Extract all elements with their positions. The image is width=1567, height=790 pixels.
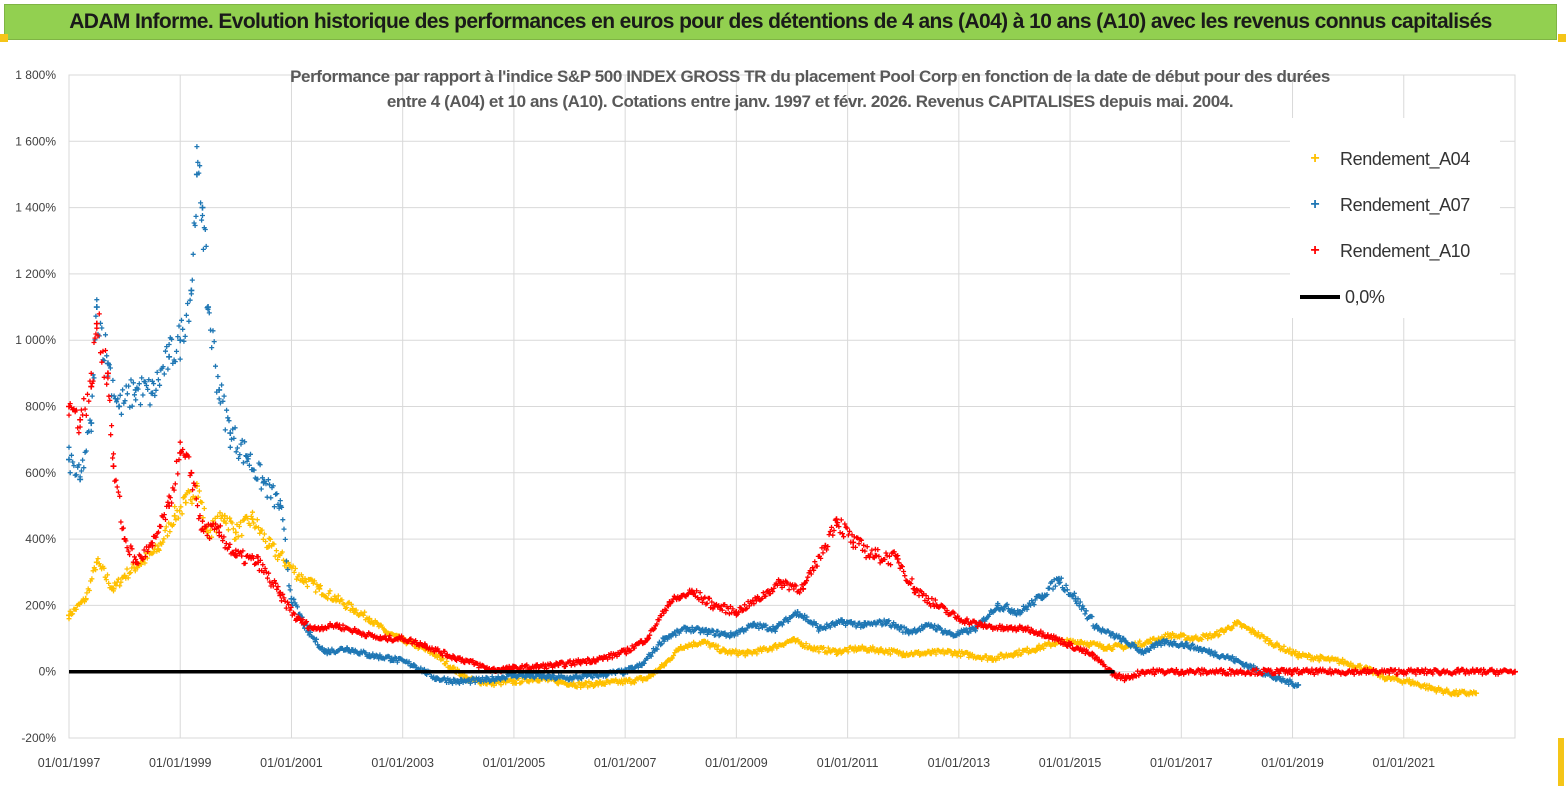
data-point [88, 383, 95, 390]
series-layer [66, 144, 1518, 698]
data-point [88, 420, 95, 427]
x-tick-label: 01/01/2021 [1372, 756, 1435, 770]
data-point [177, 449, 184, 456]
data-point [249, 516, 256, 523]
y-tick-label: 1 400% [15, 201, 56, 215]
data-point [104, 360, 111, 367]
x-tick-label: 01/01/2005 [483, 756, 546, 770]
y-tick-label: 0% [39, 665, 57, 679]
x-tick-label: 01/01/2007 [594, 756, 657, 770]
legend-item-a04: + Rendement_A04 [1290, 146, 1470, 172]
data-point [93, 320, 100, 327]
legend-line-zero [1300, 295, 1340, 299]
data-point [93, 304, 100, 311]
x-tick-label: 01/01/1997 [38, 756, 101, 770]
data-point [66, 456, 72, 463]
legend-item-a07: + Rendement_A07 [1290, 192, 1470, 218]
y-tick-label: 1 200% [15, 267, 56, 281]
data-point [177, 337, 184, 344]
data-point [199, 204, 206, 211]
legend-label-a04: Rendement_A04 [1340, 148, 1470, 169]
legend-item-a10: + Rendement_A10 [1290, 238, 1470, 264]
y-axis-tick-labels: -200% 0% 200% 400% 600% 800% 1 000% 1 200% 1 400… [15, 68, 56, 745]
series-rendement-a07 [66, 144, 1302, 689]
y-tick-label: 1 600% [15, 134, 56, 148]
legend-marker-a07: + [1310, 196, 1320, 213]
x-tick-label: 01/01/2011 [817, 756, 879, 770]
corner-marker-bottom-right [1558, 738, 1564, 786]
y-tick-label: 600% [25, 466, 56, 480]
y-tick-label: 1 800% [15, 68, 56, 82]
data-point [77, 416, 84, 423]
series-rendement-a10 [66, 311, 1518, 684]
x-axis-tick-labels: 01/01/1997 01/01/1999 01/01/2001 01/01/2003… [38, 756, 1435, 770]
y-tick-label: 400% [25, 532, 56, 546]
chart-title: Performance par rapport à l'indice S&P 5… [140, 64, 1480, 114]
report-banner-title: ADAM Informe. Evolution historique des p… [69, 10, 1492, 33]
chart-title-line1: Performance par rapport à l'indice S&P 5… [290, 67, 1330, 86]
y-tick-label: -200% [21, 731, 56, 745]
report-banner: ADAM Informe. Evolution historique des p… [4, 4, 1557, 40]
legend-item-zero-line: 0,0% [1290, 284, 1385, 310]
x-tick-label: 01/01/2003 [371, 756, 434, 770]
data-point [227, 430, 234, 437]
corner-marker-top-left [0, 34, 8, 42]
y-tick-label: 800% [25, 400, 56, 414]
y-tick-label: 200% [25, 598, 56, 612]
legend-marker-a04: + [1310, 150, 1320, 167]
legend-marker-a10: + [1310, 242, 1320, 259]
data-point [182, 499, 189, 506]
x-tick-label: 01/01/1999 [149, 756, 212, 770]
scatter-marks [66, 144, 1300, 689]
chart-legend: + Rendement_A04 + Rendement_A07 + Rendem… [1290, 118, 1500, 318]
data-point [166, 353, 173, 360]
chart-title-line2: entre 4 (A04) et 10 ans (A10). Cotations… [386, 92, 1234, 111]
x-tick-label: 01/01/2001 [260, 756, 323, 770]
x-tick-label: 01/01/2017 [1150, 756, 1213, 770]
corner-marker-top-right [1558, 34, 1566, 42]
x-tick-label: 01/01/2019 [1261, 756, 1324, 770]
data-point [833, 516, 840, 523]
x-tick-label: 01/01/2015 [1039, 756, 1102, 770]
legend-label-a07: Rendement_A07 [1340, 194, 1470, 215]
data-point [171, 512, 178, 519]
legend-label-zero: 0,0% [1345, 286, 1385, 307]
y-tick-label: 1 000% [15, 333, 56, 347]
scatter-marks [66, 311, 1517, 684]
x-tick-label: 01/01/2013 [928, 756, 991, 770]
data-point [110, 463, 117, 470]
x-tick-label: 01/01/2009 [705, 756, 768, 770]
data-point [232, 529, 239, 536]
legend-label-a10: Rendement_A10 [1340, 240, 1470, 261]
data-point [104, 370, 111, 377]
